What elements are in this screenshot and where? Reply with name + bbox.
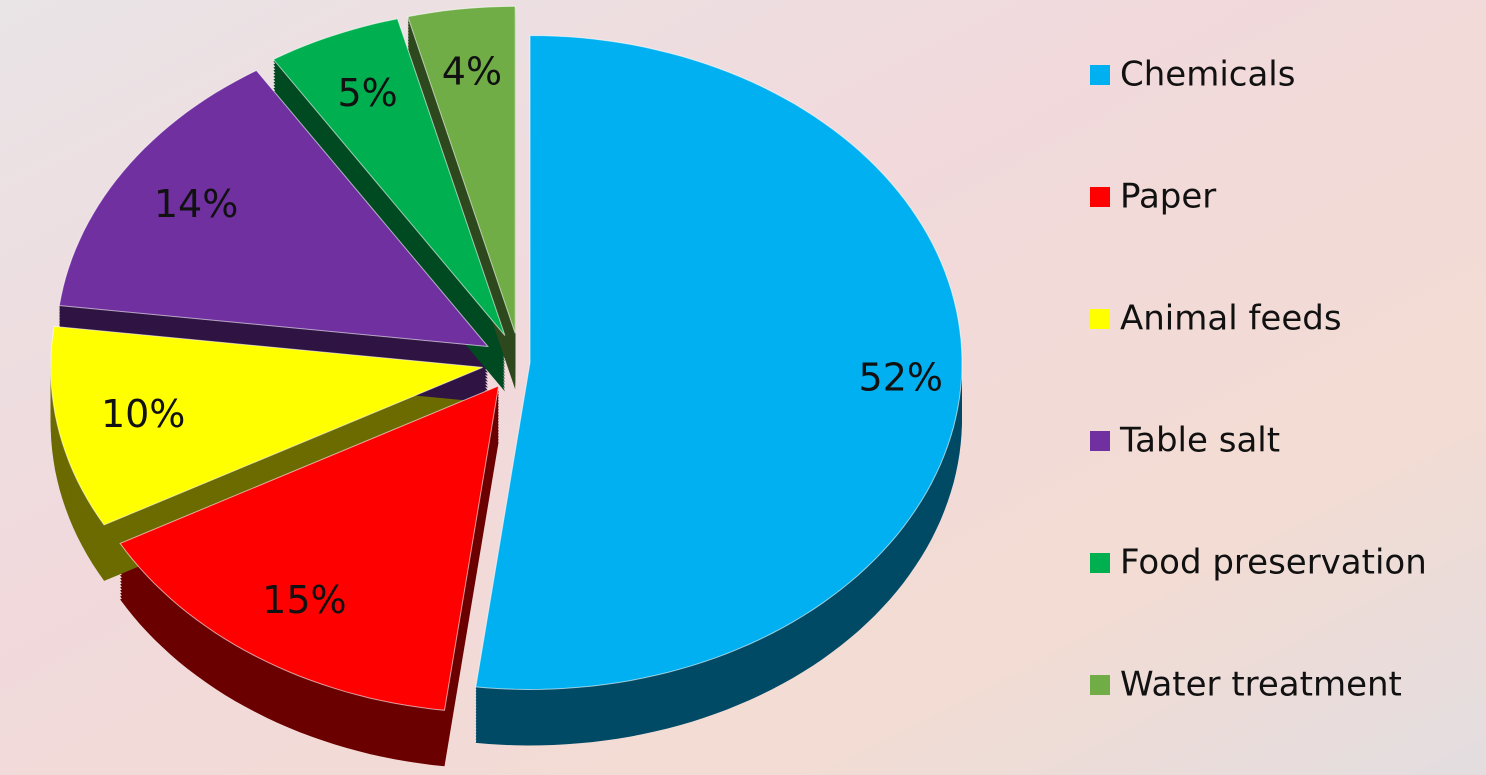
legend-swatch <box>1090 309 1110 329</box>
legend-swatch <box>1090 65 1110 85</box>
data-label: 15% <box>262 578 346 622</box>
legend-label: Table salt <box>1119 421 1280 461</box>
legend-swatch <box>1090 675 1110 695</box>
legend-swatch <box>1090 187 1110 207</box>
legend-swatch <box>1090 431 1110 451</box>
data-label: 10% <box>101 392 185 436</box>
data-label: 14% <box>154 182 238 226</box>
legend-label: Water treatment <box>1120 665 1402 705</box>
legend-label: Chemicals <box>1120 55 1295 95</box>
data-label: 5% <box>338 71 398 115</box>
page: 52% 15% 10% 14% 5% 4% Chemicals Paper Animal fe… <box>0 0 1486 775</box>
data-label: 52% <box>859 356 943 400</box>
legend-label: Food preservation <box>1120 543 1427 583</box>
chart: 52% 15% 10% 14% 5% 4% Chemicals Paper Animal fe… <box>0 0 1486 775</box>
legend-label: Animal feeds <box>1120 299 1342 339</box>
data-label: 4% <box>442 49 502 93</box>
legend-label: Paper <box>1120 177 1216 217</box>
legend-swatch <box>1090 553 1110 573</box>
